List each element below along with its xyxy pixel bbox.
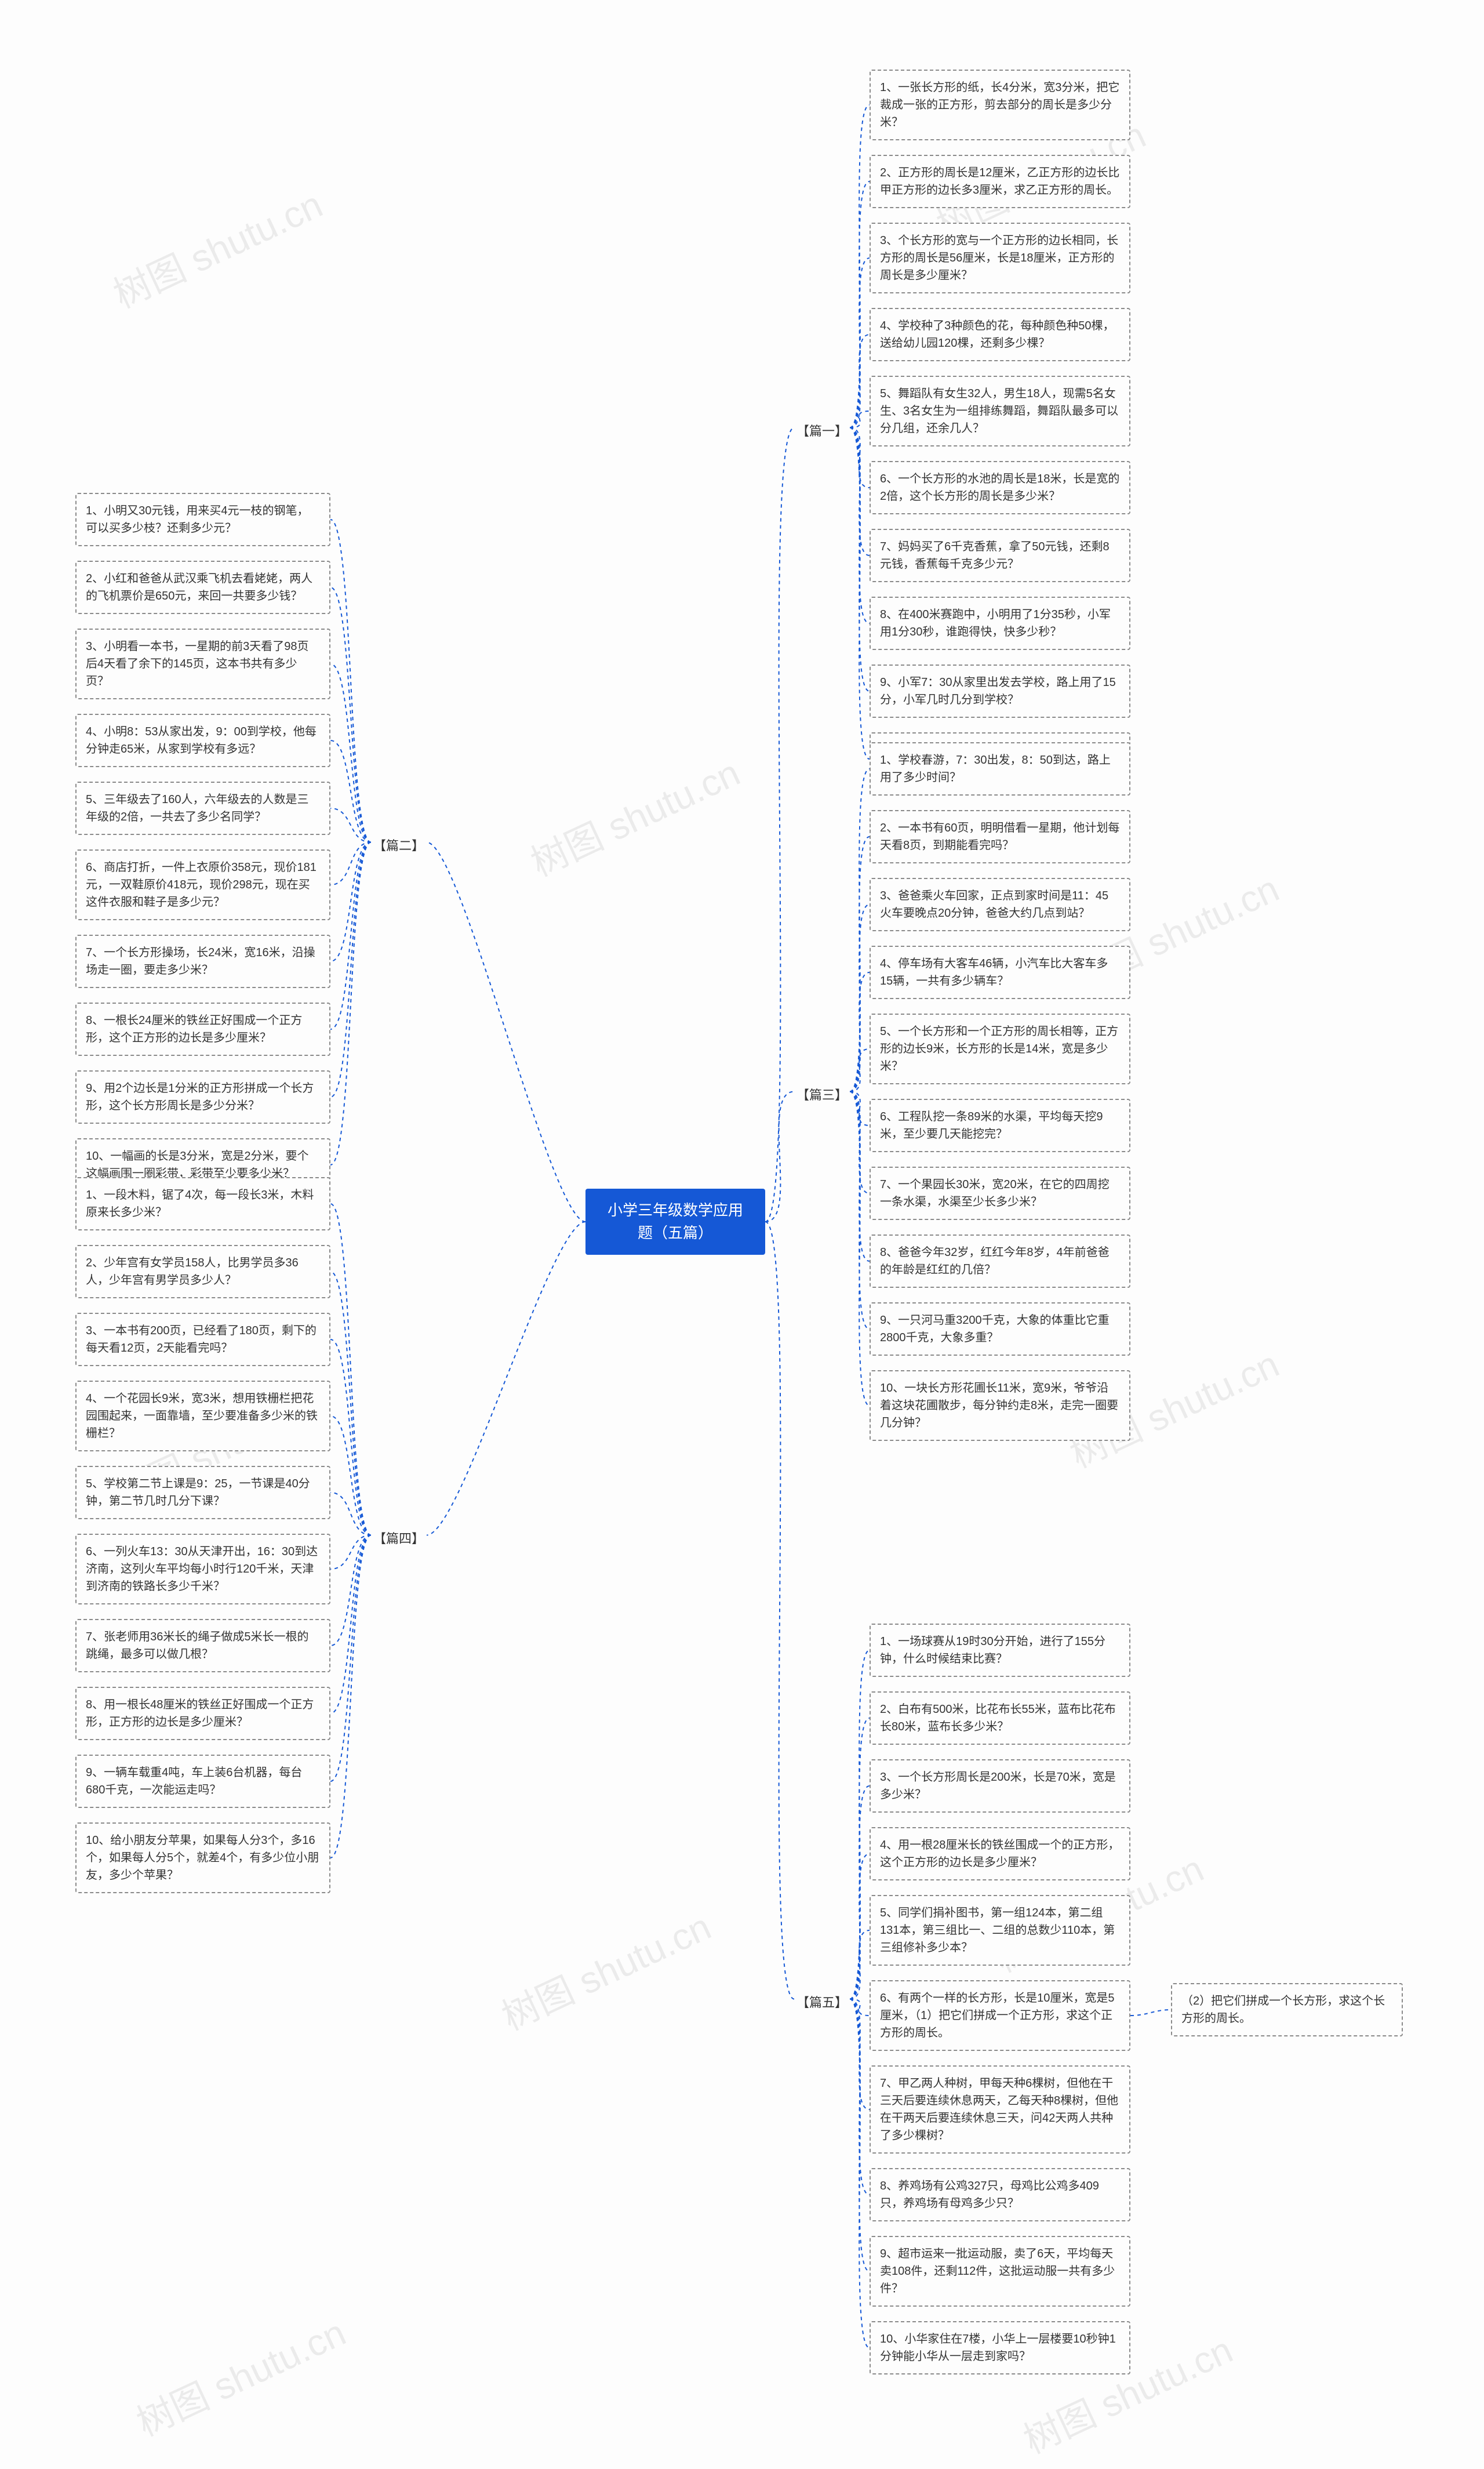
- problem-node: 1、一段木料，锯了4次，每一段长3米，木料原来长多少米？: [75, 1177, 330, 1230]
- problem-node: 9、一辆车载重4吨，车上装6台机器，每台680千克，一次能运走吗？: [75, 1755, 330, 1808]
- problem-node: 6、一列火车13：30从天津开出，16：30到达济南，这列火车平均每小时行120…: [75, 1534, 330, 1604]
- problem-node: 1、学校春游，7：30出发，8：50到达，路上用了多少时间？: [870, 742, 1130, 796]
- problem-node: 5、一个长方形和一个正方形的周长相等，正方形的边长9米，长方形的长是14米，宽是…: [870, 1014, 1130, 1084]
- problem-node: 1、一场球赛从19时30分开始，进行了155分钟，什么时候结束比赛？: [870, 1624, 1130, 1677]
- problem-node: 4、小明8：53从家出发，9：00到学校，他每分钟走65米，从家到学校有多远？: [75, 714, 330, 767]
- problem-node: 8、爸爸今年32岁，红红今年8岁，4年前爸爸的年龄是红红的几倍？: [870, 1234, 1130, 1288]
- problem-node: 7、一个长方形操场，长24米，宽16米，沿操场走一圈，要走多少米？: [75, 935, 330, 988]
- problem-node: 4、一个花园长9米，宽3米，想用铁栅栏把花园围起来，一面靠墙，至少要准备多少米的…: [75, 1381, 330, 1451]
- section-label: 【篇四】: [371, 1527, 427, 1548]
- problem-node: 2、小红和爸爸从武汉乘飞机去看姥姥，两人的飞机票价是650元，来回一共要多少钱？: [75, 561, 330, 614]
- watermark: 树图 shutu.cn: [127, 2303, 353, 2446]
- problem-node: 9、小军7：30从家里出发去学校，路上用了15分，小军几时几分到学校？: [870, 665, 1130, 718]
- problem-node: 2、白布有500米，比花布长55米，蓝布比花布长80米，蓝布长多少米？: [870, 1691, 1130, 1745]
- problem-node: 4、学校种了3种颜色的花，每种颜色种50棵，送给幼儿园120棵，还剩多少棵？: [870, 308, 1130, 361]
- watermark: 树图 shutu.cn: [492, 1897, 718, 2040]
- problem-node: 3、一本书有200页，已经看了180页，剩下的每天看12页，2天能看完吗？: [75, 1313, 330, 1366]
- problem-node: 6、商店打折，一件上衣原价358元，现价181元，一双鞋原价418元，现价298…: [75, 849, 330, 920]
- problem-node: 4、用一根28厘米长的铁丝围成一个的正方形，这个正方形的边长是多少厘米？: [870, 1827, 1130, 1880]
- problem-node: 3、个长方形的宽与一个正方形的边长相同，长方形的周长是56厘米，长是18厘米，正…: [870, 223, 1130, 293]
- problem-node: 3、爸爸乘火车回家，正点到家时间是11：45火车要晚点20分钟，爸爸大约几点到站…: [870, 878, 1130, 931]
- problem-node: 10、小华家住在7楼，小华上一层楼要10秒钟1分钟能小华从一层走到家吗？: [870, 2321, 1130, 2374]
- problem-node: 9、超市运来一批运动服，卖了6天，平均每天卖108件，还剩112件，这批运动服一…: [870, 2236, 1130, 2307]
- problem-node: 8、一根长24厘米的铁丝正好围成一个正方形，这个正方形的边长是多少厘米？: [75, 1003, 330, 1056]
- problem-node: 6、工程队挖一条89米的水渠，平均每天挖9米，至少要几天能挖完？: [870, 1099, 1130, 1152]
- problem-node: 8、用一根长48厘米的铁丝正好围成一个正方形，正方形的边长是多少厘米？: [75, 1687, 330, 1740]
- problem-node: 7、张老师用36米长的绳子做成5米长一根的跳绳，最多可以做几根？: [75, 1619, 330, 1672]
- problem-node: 9、一只河马重3200千克，大象的体重比它重2800千克，大象多重？: [870, 1302, 1130, 1356]
- problem-node: 3、一个长方形周长是200米，长是70米，宽是多少米？: [870, 1759, 1130, 1813]
- center-node: 小学三年级数学应用题（五篇）: [585, 1189, 765, 1255]
- section-label: 【篇三】: [794, 1084, 850, 1105]
- problem-node: 2、一本书有60页，明明借看一星期，他计划每天看8页，到期能看完吗？: [870, 810, 1130, 863]
- problem-node: 5、同学们捐补图书，第一组124本，第二组131本，第三组比一、二组的总数少11…: [870, 1895, 1130, 1966]
- problem-node: 1、一张长方形的纸，长4分米，宽3分米，把它裁成一张的正方形，剪去部分的周长是多…: [870, 70, 1130, 140]
- problem-node: 8、养鸡场有公鸡327只，母鸡比公鸡多409只，养鸡场有母鸡多少只？: [870, 2168, 1130, 2221]
- problem-node: 2、正方形的周长是12厘米，乙正方形的边长比甲正方形的边长多3厘米，求乙正方形的…: [870, 155, 1130, 208]
- watermark: 树图 shutu.cn: [521, 743, 747, 887]
- section-label: 【篇二】: [371, 834, 427, 855]
- problem-node: 7、甲乙两人种树，甲每天种6棵树，但他在干三天后要连续休息两天，乙每天种8棵树，…: [870, 2065, 1130, 2154]
- problem-node: 9、用2个边长是1分米的正方形拼成一个长方形，这个长方形周长是多少分米？: [75, 1070, 330, 1124]
- problem-node: 2、少年宫有女学员158人，比男学员多36人，少年宫有男学员多少人？: [75, 1245, 330, 1298]
- problem-node: 7、妈妈买了6千克香蕉，拿了50元钱，还剩8元钱，香蕉每千克多少元？: [870, 529, 1130, 582]
- problem-node: 10、给小朋友分苹果，如果每人分3个，多16个，如果每人分5个，就差4个，有多少…: [75, 1822, 330, 1893]
- problem-node: 5、学校第二节上课是9：25，一节课是40分钟，第二节几时几分下课？: [75, 1466, 330, 1519]
- watermark: 树图 shutu.cn: [104, 175, 330, 318]
- problem-node: 10、一块长方形花圃长11米，宽9米，爷爷沿着这块花圃散步，每分钟约走8米，走完…: [870, 1370, 1130, 1441]
- problem-node: 7、一个果园长30米，宽20米，在它的四周挖一条水渠，水渠至少长多少米？: [870, 1167, 1130, 1220]
- problem-node: 6、有两个一样的长方形，长是10厘米，宽是5厘米，（1）把它们拼成一个正方形，求…: [870, 1980, 1130, 2051]
- problem-node: 6、一个长方形的水池的周长是18米，长是宽的2倍，这个长方形的周长是多少米？: [870, 461, 1130, 514]
- problem-node: 4、停车场有大客车46辆，小汽车比大客车多15辆，一共有多少辆车？: [870, 946, 1130, 999]
- problem-node-extra: （2）把它们拼成一个长方形，求这个长方形的周长。: [1171, 1983, 1403, 2036]
- section-label: 【篇五】: [794, 1991, 850, 2012]
- problem-node: 5、三年级去了160人，六年级去的人数是三年级的2倍，一共去了多少名同学？: [75, 782, 330, 835]
- problem-node: 1、小明又30元钱，用来买4元一枝的钢笔，可以买多少枝？还剩多少元？: [75, 493, 330, 546]
- problem-node: 3、小明看一本书，一星期的前3天看了98页后4天看了余下的145页，这本书共有多…: [75, 629, 330, 699]
- section-label: 【篇一】: [794, 420, 850, 441]
- problem-node: 8、在400米赛跑中，小明用了1分35秒，小军用1分30秒，谁跑得快，快多少秒？: [870, 597, 1130, 650]
- problem-node: 5、舞蹈队有女生32人，男生18人，现需5名女生、3名女生为一组排练舞蹈，舞蹈队…: [870, 376, 1130, 446]
